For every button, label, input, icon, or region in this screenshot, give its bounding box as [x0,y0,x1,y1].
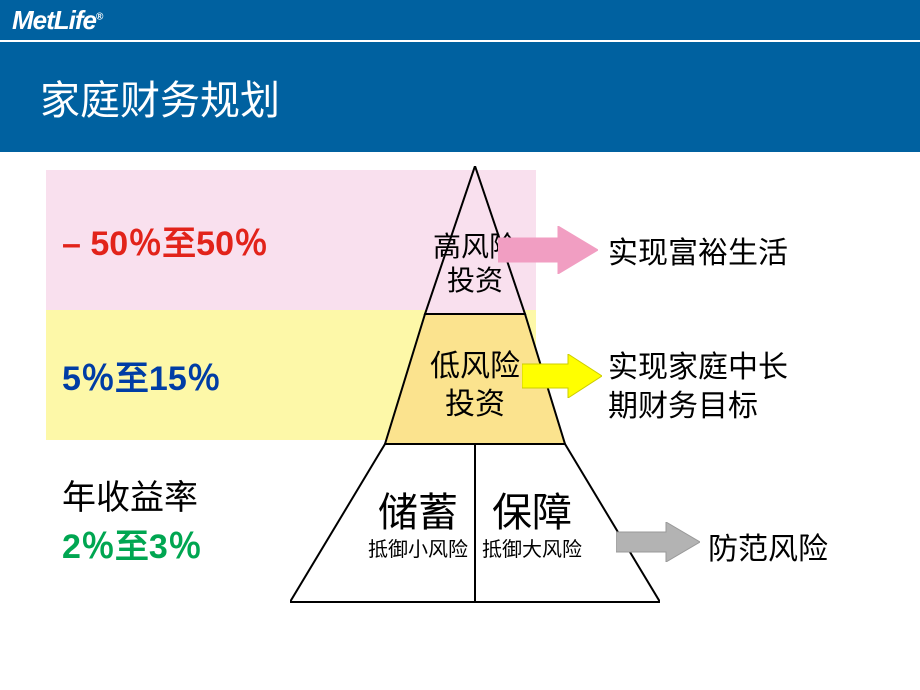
pyramid-top-line2: 投资 [447,265,503,297]
brand-logo: MetLife® [12,5,102,36]
right-text-high: 实现富裕生活 [608,234,788,273]
rate-value: 2％至3％ [62,519,202,568]
pyramid-bl-big: 储蓄 [378,490,458,535]
band-low-risk-label: 5％至15％ [62,351,221,400]
rate-label: 年收益率 [62,470,202,519]
content-area: – 50％至50％ 5％至15％ 年收益率 2％至3％ 高风险 投资 低风险 投… [0,152,920,690]
right-text-bottom: 防范风险 [708,530,828,569]
arrow-high [498,226,598,274]
brand-reg: ® [96,11,102,22]
pyramid-br-big: 保障 [492,490,572,535]
pyramid-mid-line1: 低风险 [430,350,520,383]
pyramid-br-small: 抵御大风险 [482,538,582,561]
pyramid-bl-small: 抵御小风险 [368,538,468,561]
band-high-risk-label: – 50％至50％ [62,216,268,265]
page-title: 家庭财务规划 [40,68,280,126]
pyramid-mid-line2: 投资 [445,388,505,421]
right-text-mid: 实现家庭中长 期财务目标 [608,348,788,426]
right-column: 实现富裕生活 实现家庭中长 期财务目标 防范风险 [590,152,900,612]
header-bar: MetLife® [0,0,920,40]
brand-name: MetLife [12,5,96,35]
title-band: 家庭财务规划 [0,42,920,152]
